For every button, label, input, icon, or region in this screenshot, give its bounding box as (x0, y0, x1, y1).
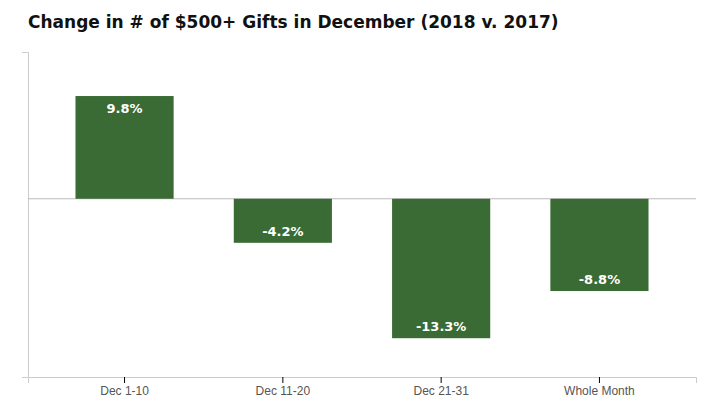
bar (550, 199, 648, 291)
bar (75, 96, 173, 199)
data-label: 9.8% (107, 101, 143, 116)
x-tick: Dec 11-20 (256, 377, 311, 398)
x-tick: Whole Month (564, 377, 635, 398)
x-tick-mark (441, 377, 442, 383)
data-label: -4.2% (262, 224, 303, 239)
title: Change in # of $500+ Gifts in December (… (28, 12, 559, 32)
x-tick-label: Dec 21-31 (413, 384, 469, 398)
x-tick-mark (599, 377, 600, 383)
plot: Dec 1-10 Dec 11-20 Dec 21-31 Whole Month 9.8… (22, 53, 697, 398)
data-labels: 9.8% -4.2% -13.3% -8.8% (107, 101, 621, 335)
x-tick-mark (124, 377, 125, 383)
x-tick-label: Dec 1-10 (100, 384, 149, 398)
x-tick-mark (282, 377, 283, 383)
y-axis-line (22, 53, 29, 378)
x-tick: Dec 1-10 (100, 377, 149, 398)
y-axis (22, 53, 29, 378)
x-tick-label: Dec 11-20 (256, 384, 311, 398)
x-tick-label: Whole Month (564, 384, 635, 398)
bar (234, 199, 332, 243)
x-axis: Dec 1-10 Dec 11-20 Dec 21-31 Whole Month (29, 377, 697, 398)
x-tick: Dec 21-31 (413, 377, 469, 398)
x-axis-line (29, 378, 697, 384)
data-label: -13.3% (416, 319, 467, 334)
chart: Change in # of $500+ Gifts in December (… (0, 0, 720, 413)
bar (392, 199, 490, 338)
bars (28, 96, 696, 338)
data-label: -8.8% (579, 272, 620, 287)
